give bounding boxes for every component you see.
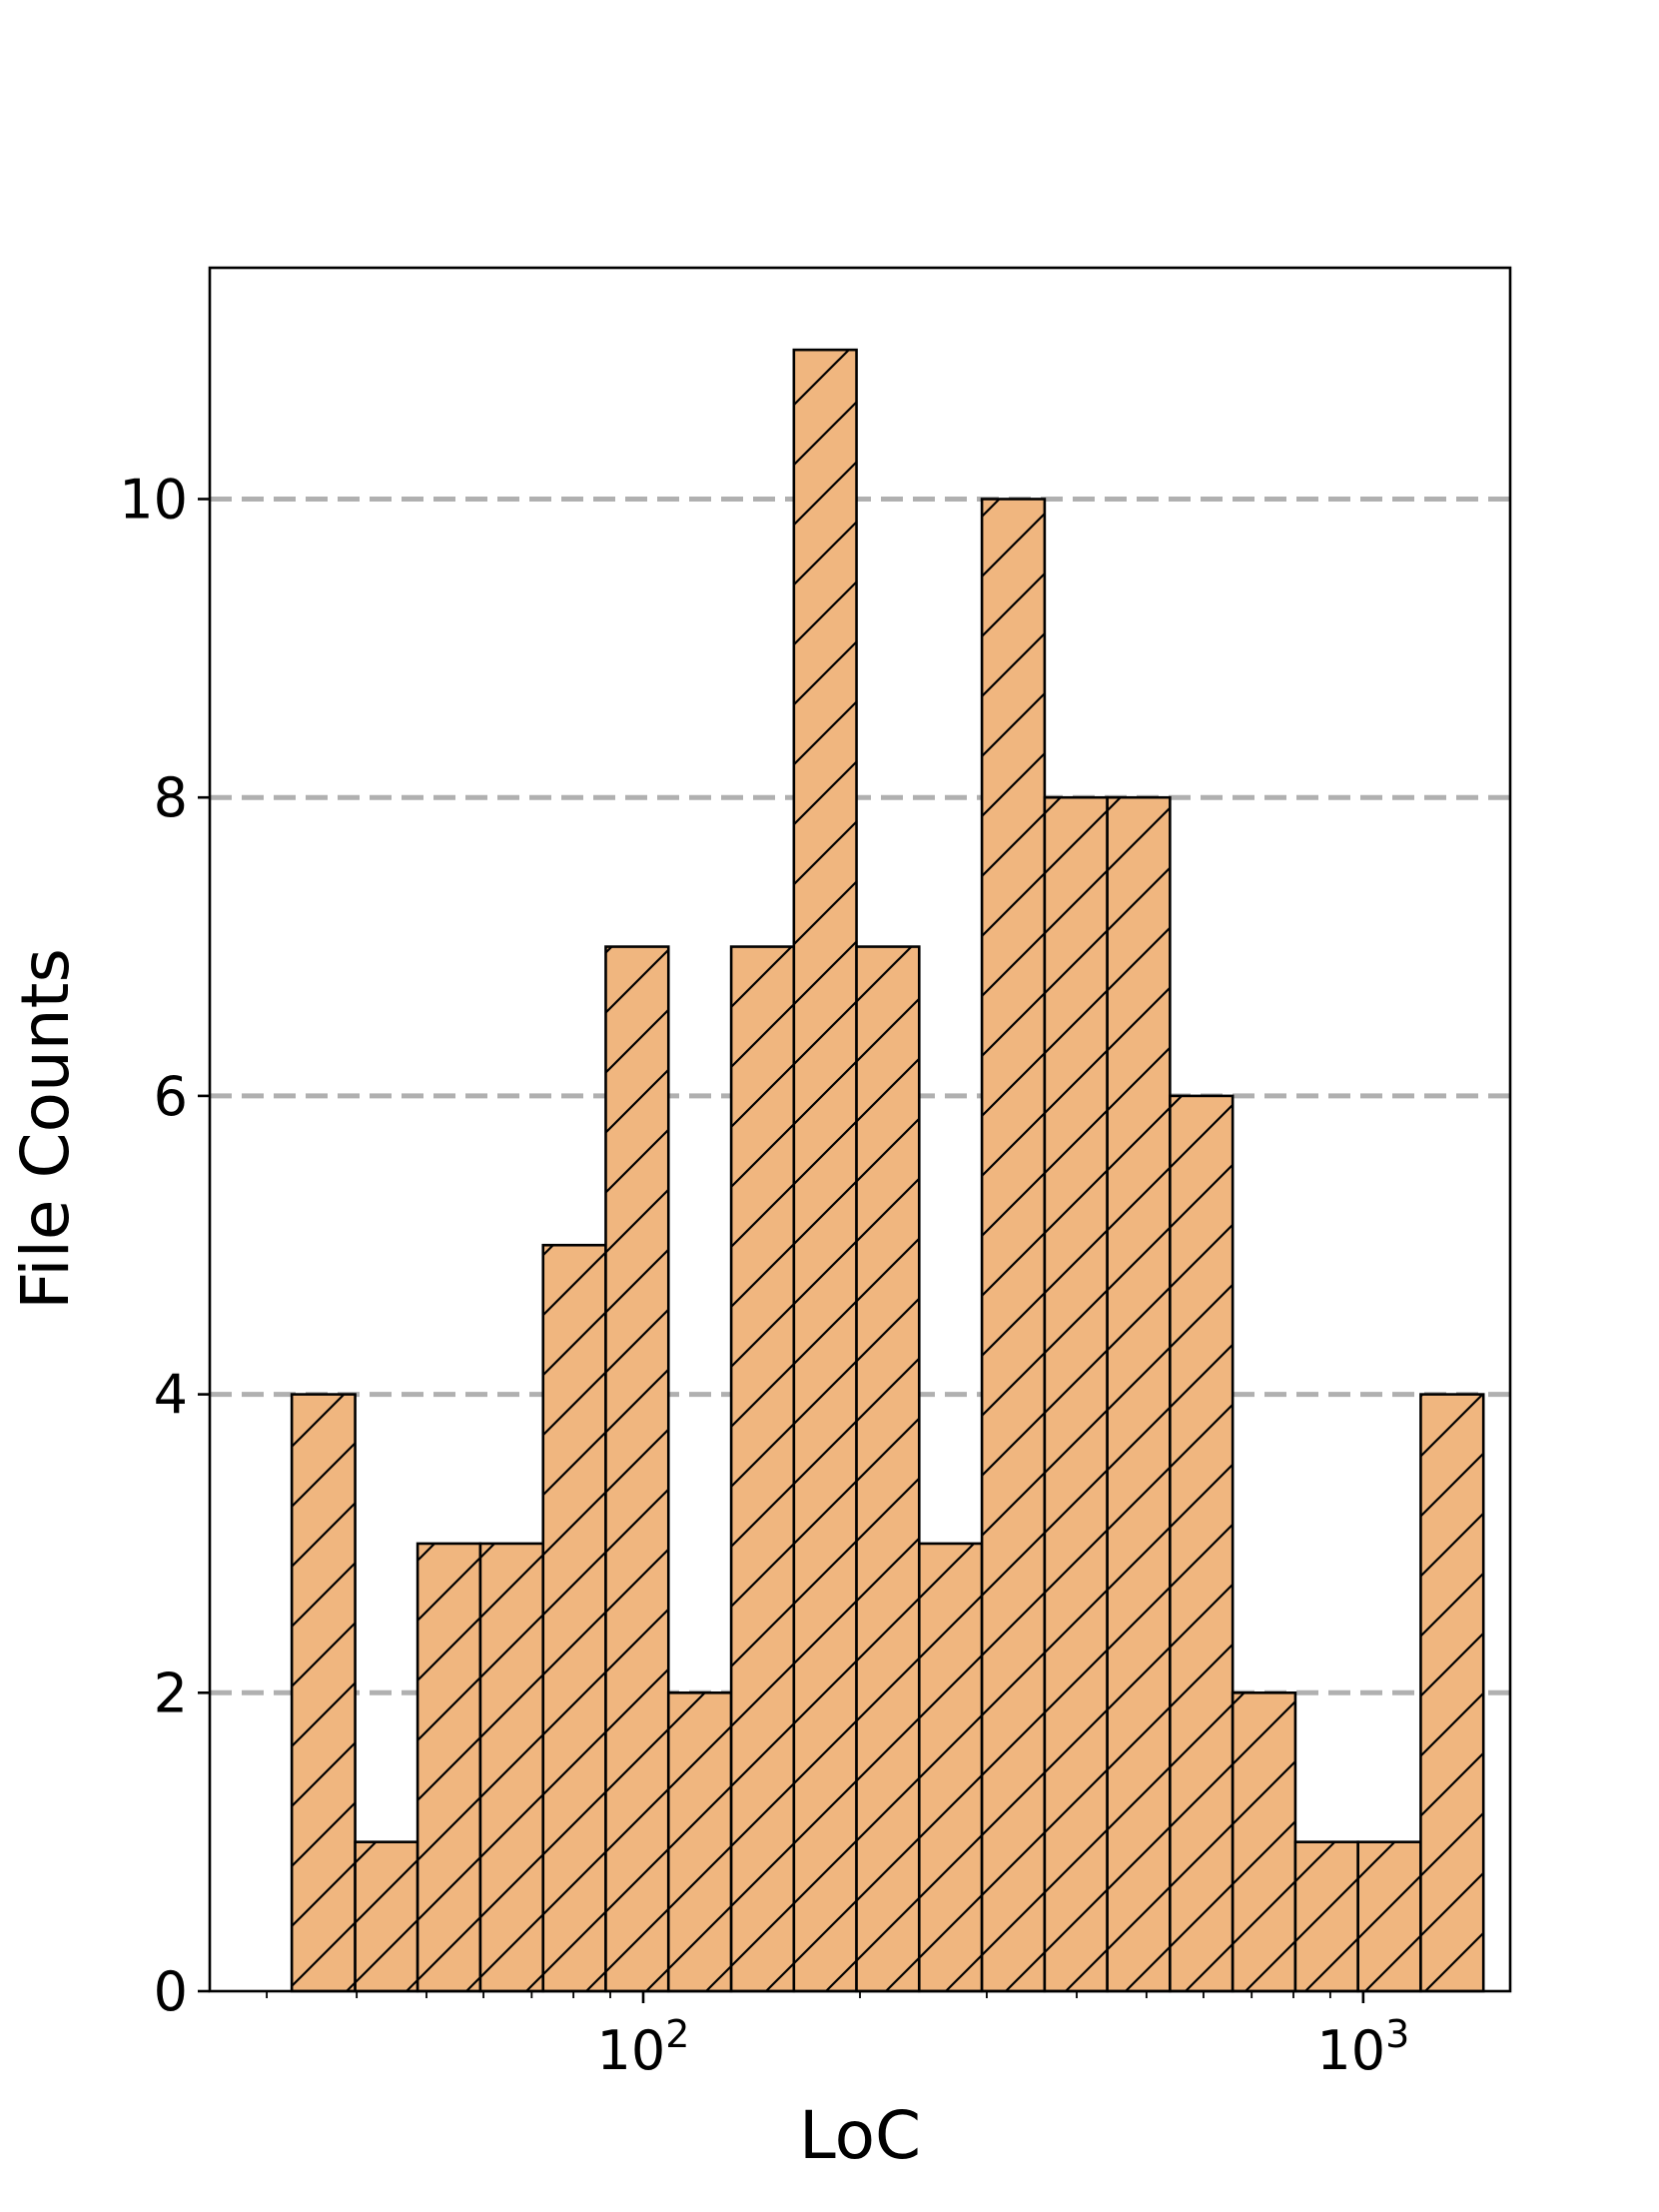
y-tick-label: 2 bbox=[154, 1661, 188, 1724]
bar-hatch bbox=[855, 945, 921, 1993]
y-axis-title: File Counts bbox=[7, 948, 84, 1310]
x-axis-ticks: 102 103 bbox=[266, 1991, 1409, 2082]
bar-hatch bbox=[1356, 1840, 1422, 1993]
bar-hatch bbox=[478, 1542, 545, 1993]
bar-hatch bbox=[1419, 1393, 1485, 1993]
y-tick-label: 8 bbox=[154, 766, 188, 829]
bar-hatch bbox=[1106, 795, 1172, 1993]
bar-hatch bbox=[980, 498, 1047, 1993]
y-tick-label: 10 bbox=[119, 468, 188, 531]
bars bbox=[290, 348, 1485, 1993]
bar-hatch bbox=[354, 1840, 419, 1993]
x-tick-label: 102 bbox=[597, 2012, 690, 2082]
y-tick-label: 6 bbox=[154, 1065, 188, 1128]
x-tick-label: 103 bbox=[1316, 2012, 1409, 2082]
bar-hatch bbox=[415, 1542, 482, 1993]
x-axis-title: LoC bbox=[799, 2097, 921, 2174]
bar-hatch bbox=[1293, 1840, 1359, 1993]
bar-hatch bbox=[792, 348, 858, 1993]
bar-hatch bbox=[541, 1243, 607, 1993]
bar-hatch bbox=[1043, 795, 1109, 1993]
bar-hatch bbox=[604, 945, 670, 1993]
bar-hatch bbox=[666, 1690, 733, 1993]
y-tick-label: 0 bbox=[154, 1960, 188, 2023]
bar-hatch bbox=[290, 1393, 357, 1993]
bar-hatch bbox=[1169, 1094, 1235, 1993]
bar-hatch bbox=[917, 1542, 984, 1993]
y-tick-label: 4 bbox=[154, 1364, 188, 1427]
bar-hatch bbox=[1231, 1690, 1297, 1993]
y-axis-ticks: 0 2 4 6 8 10 bbox=[119, 468, 210, 2023]
bar-hatch bbox=[729, 945, 796, 1993]
